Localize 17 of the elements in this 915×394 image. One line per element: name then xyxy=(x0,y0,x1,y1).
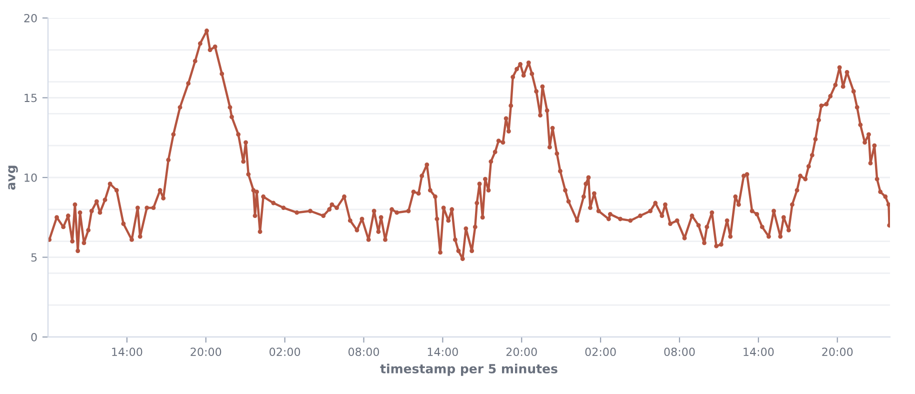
y-tick-label: 0 xyxy=(31,332,37,342)
x-tick-label: 20:00 xyxy=(506,348,537,356)
x-tick-label: 02:00 xyxy=(270,348,300,356)
x-tick-label: 14:00 xyxy=(112,348,142,356)
x-tick-label: 14:00 xyxy=(744,348,774,356)
y-tick-label: 5 xyxy=(31,253,37,262)
x-tick-label: 20:00 xyxy=(190,348,222,356)
x-axis-title: timestamp per 5 minutes xyxy=(380,364,558,376)
x-tick-label: 20:00 xyxy=(822,348,853,356)
y-axis-title: avg xyxy=(8,166,18,190)
y-tick-label: 15 xyxy=(24,94,37,102)
x-tick-label: 08:00 xyxy=(664,348,695,356)
x-tick-label: 08:00 xyxy=(348,348,380,356)
x-tick-label: 14:00 xyxy=(428,348,458,356)
x-tick-label: 02:00 xyxy=(585,348,616,356)
y-tick-label: 10 xyxy=(24,173,37,182)
y-tick-label: 20 xyxy=(24,14,37,22)
